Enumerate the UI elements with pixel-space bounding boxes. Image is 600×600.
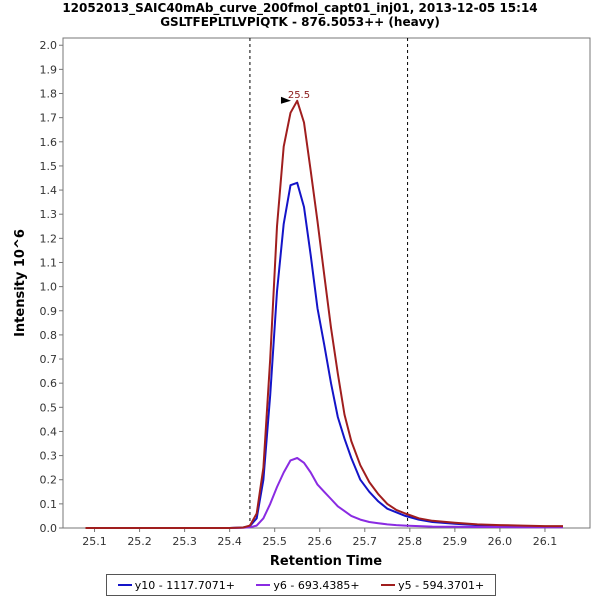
peak-annotation-label: 25.5 (288, 90, 310, 101)
legend-swatch-y10 (117, 584, 132, 586)
x-tick-label: 25.3 (172, 535, 197, 548)
y-tick-label: 1.5 (40, 160, 58, 173)
series-line-y5 (85, 99, 563, 529)
y-tick-label: 0.7 (40, 353, 58, 366)
legend-swatch-y6 (256, 584, 271, 586)
y-tick-label: 1.7 (40, 112, 58, 125)
x-axis-label: Retention Time (270, 554, 382, 569)
y-tick-label: 0.6 (40, 377, 58, 390)
y-tick-label: 0.5 (40, 401, 58, 414)
legend-swatch-y5 (381, 584, 396, 586)
legend-label-y6: y6 - 693.4385+ (273, 578, 360, 592)
legend-item-y5: y5 - 594.3701+ (381, 579, 484, 592)
y-tick-label: 1.2 (40, 232, 58, 245)
x-tick-label: 25.2 (127, 535, 152, 548)
x-tick-label: 25.6 (307, 535, 332, 548)
legend: y10 - 1117.7071+ y6 - 693.4385+ y5 - 594… (106, 574, 496, 596)
y-tick-label: 0.8 (40, 329, 58, 342)
x-tick-label: 25.8 (398, 535, 423, 548)
chart-subtitle: GSLTFEPLTLVPIQTK - 876.5053++ (heavy) (160, 15, 440, 29)
y-tick-label: 2.0 (40, 39, 58, 52)
legend-item-y6: y6 - 693.4385+ (256, 578, 360, 592)
x-tick-label: 25.7 (353, 535, 378, 548)
x-tick-label: 26.0 (488, 535, 513, 548)
y-tick-label: 0.2 (40, 474, 58, 487)
legend-label-y5: y5 - 594.3701+ (398, 578, 485, 592)
plot-area (62, 37, 591, 529)
y-tick-label: 1.6 (40, 136, 58, 149)
y-tick-label: 0.0 (40, 522, 58, 535)
chart-title: 12052013_SAIC40mAb_curve_200fmol_capt01_… (62, 1, 538, 15)
peak-marker-arrow (280, 96, 291, 104)
legend-item-y10: y10 - 1117.7071+ (117, 578, 235, 592)
x-tick-label: 25.9 (443, 535, 468, 548)
y-tick-label: 1.1 (40, 256, 58, 269)
y-tick-label: 1.8 (40, 88, 58, 101)
y-tick-label: 0.3 (40, 450, 58, 463)
y-tick-label: 1.4 (40, 184, 58, 197)
x-tick-label: 25.1 (82, 535, 107, 548)
y-tick-label: 1.0 (40, 281, 58, 294)
x-tick-label: 25.5 (262, 535, 287, 548)
y-tick-label: 1.9 (40, 63, 58, 76)
y-tick-label: 0.9 (40, 305, 58, 318)
y-tick-label: 0.1 (40, 498, 58, 511)
series-line-y10 (85, 181, 563, 529)
x-tick-label: 26.1 (533, 535, 558, 548)
legend-label-y10: y10 - 1117.7071+ (134, 578, 235, 592)
y-tick-label: 1.3 (40, 208, 58, 221)
series-line-y6 (85, 457, 563, 529)
y-tick-label: 0.4 (40, 425, 58, 438)
x-tick-label: 25.4 (217, 535, 242, 548)
y-axis-label: Intensity 10^6 (13, 229, 28, 337)
